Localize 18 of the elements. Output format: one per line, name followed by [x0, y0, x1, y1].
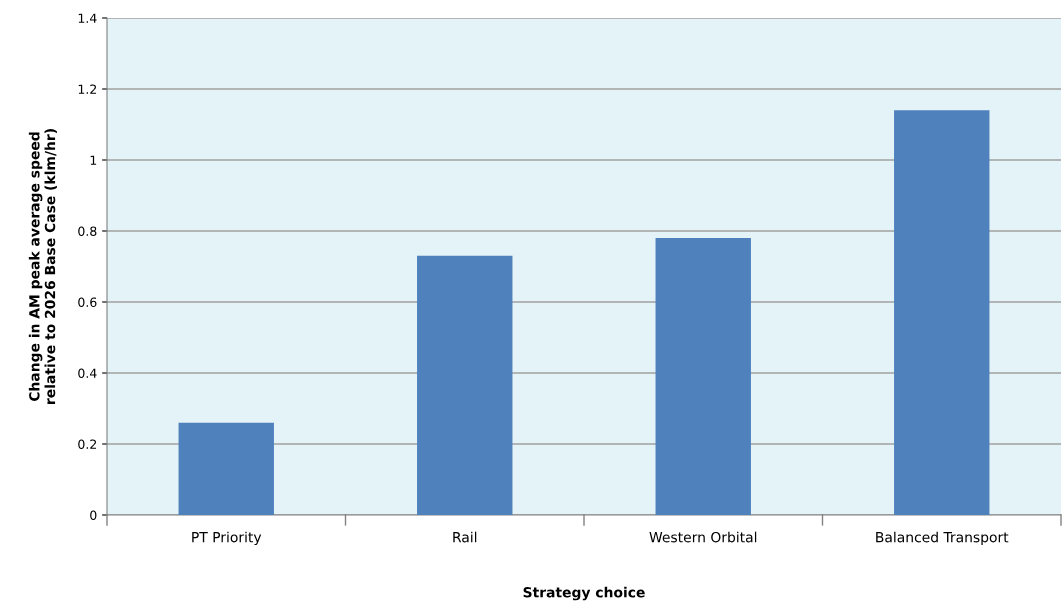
x-axis-title: Strategy choice	[523, 586, 645, 601]
y-tick-label: 0.6	[78, 297, 97, 307]
x-tick-label: Balanced Transport	[876, 531, 1009, 546]
x-tick-label: Rail	[453, 531, 477, 543]
y-tick-label: 0	[90, 510, 97, 520]
bar	[417, 255, 513, 515]
x-tick-label: PT Priority	[192, 531, 262, 546]
bar	[178, 422, 274, 515]
y-tick-label: 1.2	[78, 84, 97, 94]
y-axis-title: Change in AM peak average speed relative to 2026 Base Case (klm/hr)	[28, 129, 57, 404]
bar	[894, 110, 990, 515]
y-tick-label: 0.8	[78, 226, 97, 236]
bar	[655, 238, 751, 515]
y-tick-label: 0.2	[78, 439, 97, 449]
x-tick-label: Western Orbital	[649, 531, 757, 543]
y-tick-label: 1	[90, 155, 97, 165]
y-tick-label: 0.4	[78, 368, 97, 378]
y-tick-label: 1.4	[78, 13, 97, 23]
